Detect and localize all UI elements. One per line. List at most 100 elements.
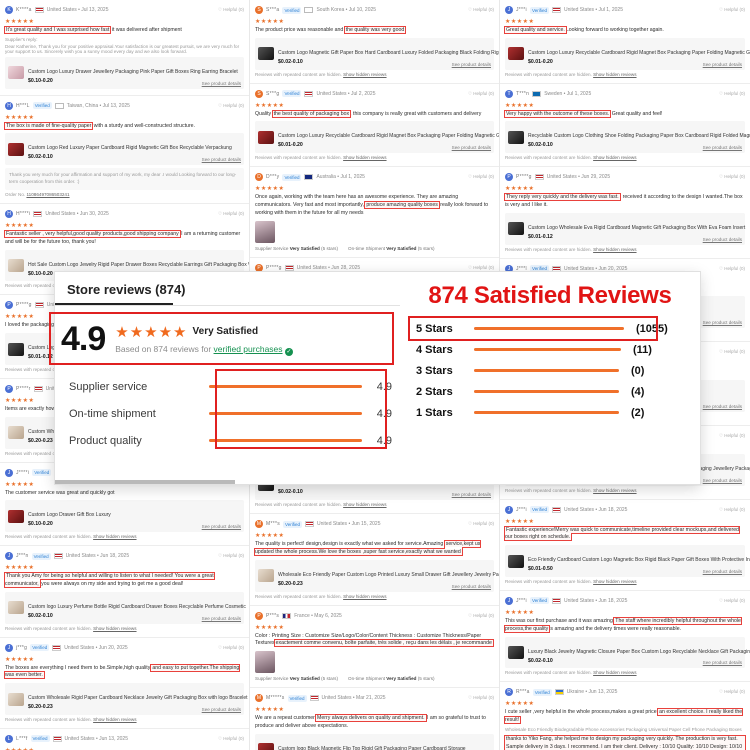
helpful-button[interactable]: ♡ Helpful (0) xyxy=(467,264,494,270)
helpful-button[interactable]: ♡ Helpful (0) xyxy=(217,102,244,108)
product-card[interactable]: Custom Logo Luxury Recyclable Cardboard … xyxy=(255,121,499,154)
show-hidden-reviews-link[interactable]: Show hidden reviews xyxy=(593,71,637,77)
see-product-details-link[interactable]: See product details xyxy=(702,145,742,151)
hidden-reviews-notice: Reviews with repeated content are hidden… xyxy=(255,593,387,599)
helpful-button[interactable]: ♡ Helpful (0) xyxy=(718,432,745,438)
reviewer-name: H***L xyxy=(16,102,30,109)
review-stars-icon: ★★★★★ xyxy=(505,102,535,109)
see-product-details-link[interactable]: See product details xyxy=(702,568,742,574)
helpful-button[interactable]: ♡ Helpful (0) xyxy=(467,521,494,527)
show-hidden-reviews-link[interactable]: Show hidden reviews xyxy=(343,502,387,508)
helpful-button[interactable]: ♡ Helpful (0) xyxy=(467,695,494,701)
avatar: P xyxy=(255,611,263,620)
product-card[interactable]: Eco Friendly Cardboard Custom Logo Magne… xyxy=(505,545,750,577)
product-card[interactable]: Custom logo Luxury Perfume Bottle Rigid … xyxy=(5,591,246,624)
review-meta: United States • Jun 28, 2025 xyxy=(296,264,361,271)
product-card[interactable]: Custom Logo Drawer Gift Box Luxury $0.10-… xyxy=(5,500,244,533)
see-product-details-link[interactable]: See product details xyxy=(702,660,742,666)
product-title: Custom Wholesale Rigid Paper Cardboard N… xyxy=(28,695,248,702)
verified-purchases-link[interactable]: verified purchases xyxy=(213,343,283,354)
review-text: The boxes are everything I need them to … xyxy=(5,664,152,671)
see-product-details-link[interactable]: See product details xyxy=(702,477,742,483)
review-photo[interactable] xyxy=(255,651,275,674)
helpful-button[interactable]: ♡ Helpful (0) xyxy=(718,506,745,512)
review-header: S S***a Verified South Korea • Jul 10, 2025… xyxy=(255,5,494,15)
verified-badge: Verified xyxy=(532,688,552,696)
helpful-button[interactable]: ♡ Helpful (0) xyxy=(718,689,745,695)
see-product-details-link[interactable]: See product details xyxy=(702,403,742,409)
country-flag-icon xyxy=(52,735,62,742)
review-body: Fantastic experience!Merry was quick to … xyxy=(504,525,745,543)
review-card: J J***n Verified United States • Jun 18, 20… xyxy=(0,546,249,638)
helpful-button[interactable]: ♡ Helpful (0) xyxy=(217,210,244,216)
show-hidden-reviews-link[interactable]: Show hidden reviews xyxy=(93,534,137,540)
show-hidden-reviews-link[interactable]: Show hidden reviews xyxy=(593,155,637,161)
avatar: M xyxy=(255,520,263,529)
product-title: Luxury Black Jewelry Magnetic Closure Pa… xyxy=(528,648,750,655)
product-card[interactable]: Custom Logo Magnetic Gift Paper Box Hard… xyxy=(255,37,499,70)
product-title: Wholesale Eco Friendly Paper Custom Logo… xyxy=(278,571,499,578)
show-hidden-reviews-link[interactable]: Show hidden reviews xyxy=(343,593,387,599)
show-hidden-reviews-link[interactable]: Show hidden reviews xyxy=(593,578,637,584)
helpful-button[interactable]: ♡ Helpful (0) xyxy=(217,553,244,559)
avatar: K xyxy=(5,6,13,14)
see-product-details-link[interactable]: See product details xyxy=(702,61,742,67)
see-product-details-link[interactable]: See product details xyxy=(201,706,241,712)
show-hidden-reviews-link[interactable]: Show hidden reviews xyxy=(93,625,137,631)
helpful-button[interactable]: ♡ Helpful (0) xyxy=(217,7,244,12)
reviewer-name: H****i xyxy=(16,210,31,217)
order-number: Order No. 11086497086503241 xyxy=(5,191,70,197)
review-photo[interactable] xyxy=(255,220,275,243)
review-stars-icon: ★★★★★ xyxy=(255,533,285,540)
helpful-button[interactable]: ♡ Helpful (0) xyxy=(467,90,494,96)
show-hidden-reviews-link[interactable]: Show hidden reviews xyxy=(343,155,387,161)
see-product-details-link[interactable]: See product details xyxy=(201,80,241,86)
show-hidden-reviews-link[interactable]: Show hidden reviews xyxy=(343,71,387,77)
see-product-details-link[interactable]: See product details xyxy=(451,61,491,67)
product-card[interactable]: Wholesale Eco Friendly Paper Custom Logo… xyxy=(255,559,499,592)
see-product-details-link[interactable]: See product details xyxy=(451,145,491,151)
helpful-button[interactable]: ♡ Helpful (0) xyxy=(467,612,494,618)
review-stars-icon: ★★★★★ xyxy=(505,518,535,525)
review-card: J J***i Verified United States • Jul 1, 202… xyxy=(500,0,750,84)
product-card[interactable]: Custom Logo Luxury Recyclable Cardboard … xyxy=(505,37,750,70)
product-price: $0.01-0.20 xyxy=(278,142,303,149)
see-product-details-link[interactable]: See product details xyxy=(201,157,241,163)
show-hidden-reviews-link[interactable]: Show hidden reviews xyxy=(93,716,137,722)
product-card[interactable]: Custom Logo Luxury Drawer Jewellery Pack… xyxy=(5,56,244,89)
verified-badge: Verified xyxy=(529,506,549,514)
verified-badge: Verified xyxy=(529,265,549,273)
see-product-details-link[interactable]: See product details xyxy=(702,320,742,326)
reviewer-name: j***g xyxy=(16,644,28,651)
helpful-button[interactable]: ♡ Helpful (0) xyxy=(718,7,745,12)
helpful-button[interactable]: ♡ Helpful (0) xyxy=(718,349,745,355)
helpful-button[interactable]: ♡ Helpful (0) xyxy=(217,735,244,741)
see-product-details-link[interactable]: See product details xyxy=(201,615,241,621)
helpful-button[interactable]: ♡ Helpful (0) xyxy=(467,7,494,12)
panel-scrollbar[interactable] xyxy=(55,480,235,484)
show-hidden-reviews-link[interactable]: Show hidden reviews xyxy=(593,670,637,676)
helpful-button[interactable]: ♡ Helpful (0) xyxy=(467,174,494,180)
helpful-button[interactable]: ♡ Helpful (0) xyxy=(217,644,244,650)
see-product-details-link[interactable]: See product details xyxy=(451,492,491,498)
review-text: Great quality and feel! xyxy=(610,110,663,117)
show-hidden-reviews-link[interactable]: Show hidden reviews xyxy=(593,487,637,493)
product-title: Eco Friendly Cardboard Custom Logo Magne… xyxy=(528,557,750,564)
see-product-details-link[interactable]: See product details xyxy=(201,524,241,530)
see-product-details-link[interactable]: See product details xyxy=(451,583,491,589)
dist-row-3: 3 Stars (0) xyxy=(416,360,686,381)
product-card[interactable]: Custom Wholesale Rigid Paper Cardboard N… xyxy=(5,683,248,715)
helpful-button[interactable]: ♡ Helpful (0) xyxy=(718,90,745,96)
product-card[interactable]: Recyclable Custom Logo Clothing Shoe Fol… xyxy=(505,121,750,154)
product-card[interactable]: Custom Logo Wholesale Eva Rigid Cardboar… xyxy=(505,212,745,245)
product-card[interactable]: Custom logo Black Magnetic Flip Top Rigi… xyxy=(255,733,494,750)
helpful-button[interactable]: ♡ Helpful (0) xyxy=(718,265,745,271)
hidden-reviews-notice: Reviews with repeated content are hidden… xyxy=(5,534,137,540)
helpful-button[interactable]: ♡ Helpful (0) xyxy=(718,597,745,603)
product-card[interactable]: Custom Logo Red Luxury Paper Cardboard R… xyxy=(5,133,244,166)
product-card[interactable]: Luxury Black Jewelry Magnetic Closure Pa… xyxy=(505,636,750,669)
see-product-details-link[interactable]: See product details xyxy=(702,236,742,242)
show-hidden-reviews-link[interactable]: Show hidden reviews xyxy=(593,246,637,252)
avatar: H xyxy=(5,209,13,218)
helpful-button[interactable]: ♡ Helpful (0) xyxy=(718,174,745,180)
